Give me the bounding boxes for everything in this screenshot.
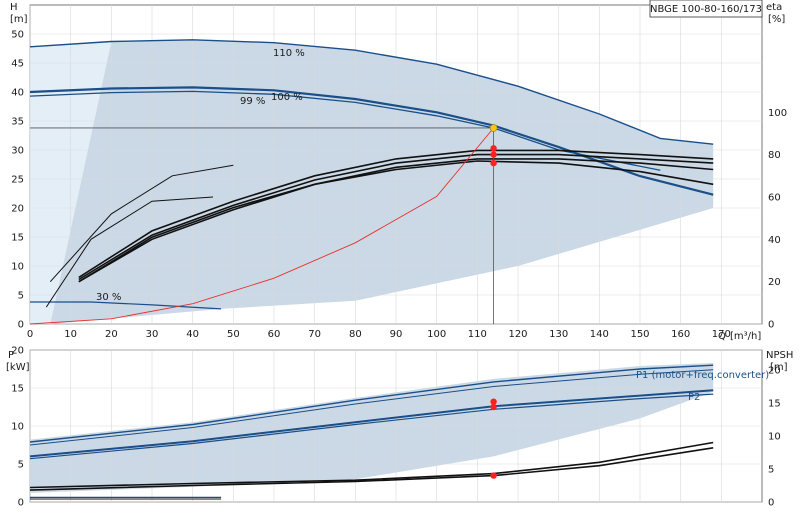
top-x-tick-20: 20	[105, 329, 118, 340]
top-left-tick-25: 25	[11, 175, 24, 186]
bottom-left-tick-10: 10	[11, 422, 24, 433]
p1-curve-1	[29, 369, 714, 446]
head-curve-0	[29, 39, 714, 145]
top-left-tick-40: 40	[11, 88, 24, 99]
bottom-right-axis-label: NPSH	[766, 350, 793, 361]
top-left-tick-10: 10	[11, 262, 24, 273]
efficiency-duty-marker-1	[490, 151, 497, 158]
npsh-duty-marker	[490, 472, 497, 479]
duty-point-marker	[489, 124, 498, 132]
curve-label-p1: P1 (motor+freq.converter)	[636, 370, 769, 381]
top-right-axis-unit: [%]	[768, 14, 785, 25]
x-axis-label: Q	[718, 331, 726, 342]
p2-curve-1	[29, 393, 714, 460]
p2-curve-0	[29, 389, 714, 458]
curve-label-p2: P2	[688, 392, 700, 403]
title-box	[649, 0, 763, 18]
top-x-tick-140: 140	[590, 329, 609, 340]
bottom-right-tick-10: 10	[768, 431, 781, 442]
efficiency-curve-5	[45, 196, 214, 308]
top-x-tick-80: 80	[349, 329, 362, 340]
top-x-tick-110: 110	[468, 329, 487, 340]
bottom-left-axis-unit: [kW]	[6, 362, 30, 373]
efficiency-curve-4	[49, 164, 234, 283]
top-right-tick-20: 20	[768, 277, 781, 288]
top-left-tick-20: 20	[11, 204, 24, 215]
top-x-tick-30: 30	[146, 329, 159, 340]
power-duty-marker-1	[490, 398, 497, 405]
top-left-tick-0: 0	[18, 320, 24, 331]
curve-label-30: 30 %	[96, 292, 121, 303]
top-left-tick-45: 45	[11, 59, 24, 70]
top-operating-region	[50, 39, 714, 325]
top-left-axis-unit: [m]	[10, 14, 28, 25]
top-right-axis-label: eta	[766, 2, 782, 13]
top-x-tick-100: 100	[427, 329, 446, 340]
top-left-tick-35: 35	[11, 117, 24, 128]
bottom-right-tick-20: 20	[768, 365, 781, 376]
top-x-tick-70: 70	[308, 329, 321, 340]
bottom-right-tick-5: 5	[768, 464, 774, 475]
curve-label-110: 110 %	[273, 48, 305, 59]
top-left-axis-label: H	[10, 2, 18, 13]
head-efficiency-panel: 0 10 20 30 40 50 60 70 80 90 100 110 120 130 140 150 160…	[11, 4, 787, 340]
top-right-tick-60: 60	[768, 192, 781, 203]
top-right-tick-100: 100	[768, 108, 787, 119]
top-left-tick-30: 30	[11, 146, 24, 157]
bottom-operating-region	[30, 362, 714, 493]
efficiency-curve-0	[78, 158, 714, 283]
top-x-tick-150: 150	[630, 329, 649, 340]
efficiency-curve-2	[78, 149, 714, 279]
bottom-left-tick-0: 0	[18, 498, 24, 509]
efficiency-curve-3	[78, 160, 714, 283]
npsh-curve-1	[29, 447, 714, 491]
top-x-tick-170: 170	[712, 329, 731, 340]
bottom-right-tick-0: 0	[768, 498, 774, 509]
power-npsh-panel: 0 5 10 15 20 0 5 10 15 20	[11, 346, 780, 509]
bottom-right-tick-15: 15	[768, 398, 781, 409]
top-left-tick-5: 5	[18, 291, 24, 302]
bottom-left-tick-5: 5	[18, 460, 24, 471]
top-right-tick-40: 40	[768, 235, 781, 246]
top-left-tick-15: 15	[11, 233, 24, 244]
top-x-tick-160: 160	[671, 329, 690, 340]
top-x-tick-60: 60	[268, 329, 281, 340]
head-curve-2	[29, 90, 661, 171]
x-axis-unit: [m³/h]	[730, 331, 761, 342]
system-curve	[29, 127, 494, 325]
top-x-tick-10: 10	[64, 329, 77, 340]
top-right-tick-80: 80	[768, 150, 781, 161]
bottom-right-axis-unit: [m]	[770, 362, 788, 373]
head-curve-3	[30, 301, 222, 310]
efficiency-curve-1	[78, 153, 714, 281]
curve-label-100: 100 %	[271, 92, 303, 103]
top-x-tick-40: 40	[186, 329, 199, 340]
top-x-tick-90: 90	[390, 329, 403, 340]
p1-curve-0	[29, 364, 714, 443]
bottom-left-tick-20: 20	[11, 346, 24, 357]
npsh-curve-0	[29, 441, 714, 489]
bottom-left-tick-15: 15	[11, 384, 24, 395]
top-x-tick-120: 120	[508, 329, 527, 340]
top-x-tick-50: 50	[227, 329, 240, 340]
efficiency-duty-marker-0	[490, 159, 497, 167]
curve-label-99: 99 %	[240, 96, 265, 107]
top-left-tick-50: 50	[11, 30, 24, 41]
chart-title: NBGE 100-80-160/173	[650, 4, 762, 15]
top-right-tick-0: 0	[768, 320, 774, 331]
efficiency-duty-marker-2	[490, 145, 497, 152]
bottom-left-axis-label: P	[8, 350, 14, 361]
top-x-tick-0: 0	[27, 329, 33, 340]
power-duty-marker-0	[490, 403, 497, 411]
top-x-tick-130: 130	[549, 329, 568, 340]
